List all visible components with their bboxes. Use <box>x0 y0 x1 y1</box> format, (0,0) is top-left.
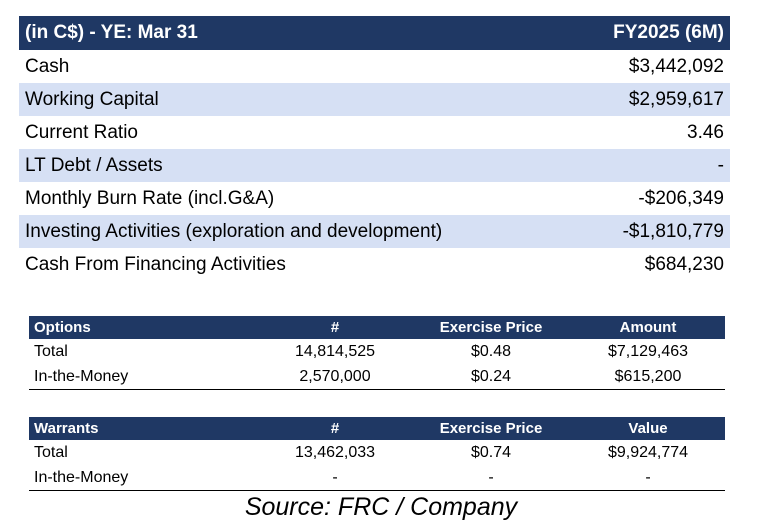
cell-exercise-price: $0.74 <box>470 443 512 461</box>
row-label: LT Debt / Assets <box>25 154 163 176</box>
row-value: $684,230 <box>644 253 724 275</box>
summary-header-label: (in C$) - YE: Mar 31 <box>25 22 198 43</box>
cell-count: - <box>332 468 338 486</box>
cell-exercise-price: $0.48 <box>470 342 512 360</box>
cell-label: Total <box>34 443 68 461</box>
warrants-row-in-the-money: In-the-Money - - - <box>29 465 725 491</box>
cell-value: - <box>645 468 651 486</box>
cell-exercise-price: $0.24 <box>470 367 512 385</box>
options-table: Options # Exercise Price Amount Total 14… <box>29 316 725 390</box>
options-row-total: Total 14,814,525 $0.48 $7,129,463 <box>29 339 725 364</box>
cell-label: Total <box>34 342 68 360</box>
options-header-count: # <box>330 319 340 336</box>
options-header-exercise-price: Exercise Price <box>439 319 543 336</box>
source-caption: Source: FRC / Company <box>244 493 518 521</box>
warrants-header-exercise-price: Exercise Price <box>439 420 543 437</box>
cell-count: 2,570,000 <box>299 367 371 385</box>
options-header-amount: Amount <box>619 319 677 336</box>
summary-row-working-capital: Working Capital $2,959,617 <box>19 83 730 116</box>
summary-row-monthly-burn: Monthly Burn Rate (incl.G&A) -$206,349 <box>19 182 730 215</box>
summary-row-investing-activities: Investing Activities (exploration and de… <box>19 215 730 248</box>
row-label: Monthly Burn Rate (incl.G&A) <box>25 187 275 209</box>
cell-label: In-the-Money <box>34 468 129 486</box>
summary-row-financing-activities: Cash From Financing Activities $684,230 <box>19 248 730 281</box>
summary-header-period: FY2025 (6M) <box>613 22 724 43</box>
row-value: $3,442,092 <box>628 55 724 77</box>
row-value: $2,959,617 <box>628 88 724 110</box>
row-value: -$206,349 <box>638 187 724 209</box>
cell-amount: $7,129,463 <box>607 342 689 360</box>
cell-exercise-price: - <box>488 468 494 486</box>
financial-summary-table: (in C$) - YE: Mar 31 FY2025 (6M) Cash $3… <box>19 16 730 281</box>
cell-count: 14,814,525 <box>294 342 376 360</box>
row-label: Working Capital <box>25 88 159 110</box>
summary-row-lt-debt-assets: LT Debt / Assets - <box>19 149 730 182</box>
warrants-header-title: Warrants <box>34 420 99 437</box>
cell-count: 13,462,033 <box>294 443 376 461</box>
cell-value: $9,924,774 <box>607 443 689 461</box>
cell-label: In-the-Money <box>34 367 129 385</box>
warrants-row-total: Total 13,462,033 $0.74 $9,924,774 <box>29 440 725 465</box>
row-label: Cash <box>25 55 70 77</box>
warrants-table: Warrants # Exercise Price Value Total 13… <box>29 417 725 491</box>
summary-row-current-ratio: Current Ratio 3.46 <box>19 116 730 149</box>
row-label: Cash From Financing Activities <box>25 253 286 275</box>
row-value: - <box>717 154 724 176</box>
warrants-header-value: Value <box>628 420 668 437</box>
cell-amount: $615,200 <box>614 367 682 385</box>
row-value: -$1,810,779 <box>622 220 724 242</box>
row-label: Investing Activities (exploration and de… <box>25 220 443 242</box>
summary-row-cash: Cash $3,442,092 <box>19 50 730 83</box>
row-label: Current Ratio <box>25 121 138 143</box>
warrants-header-count: # <box>330 420 340 437</box>
options-header-row: Options # Exercise Price Amount <box>29 316 725 339</box>
options-header-title: Options <box>34 319 91 336</box>
options-row-in-the-money: In-the-Money 2,570,000 $0.24 $615,200 <box>29 364 725 390</box>
summary-header-row: (in C$) - YE: Mar 31 FY2025 (6M) <box>19 16 730 50</box>
warrants-header-row: Warrants # Exercise Price Value <box>29 417 725 440</box>
row-value: 3.46 <box>687 121 724 143</box>
